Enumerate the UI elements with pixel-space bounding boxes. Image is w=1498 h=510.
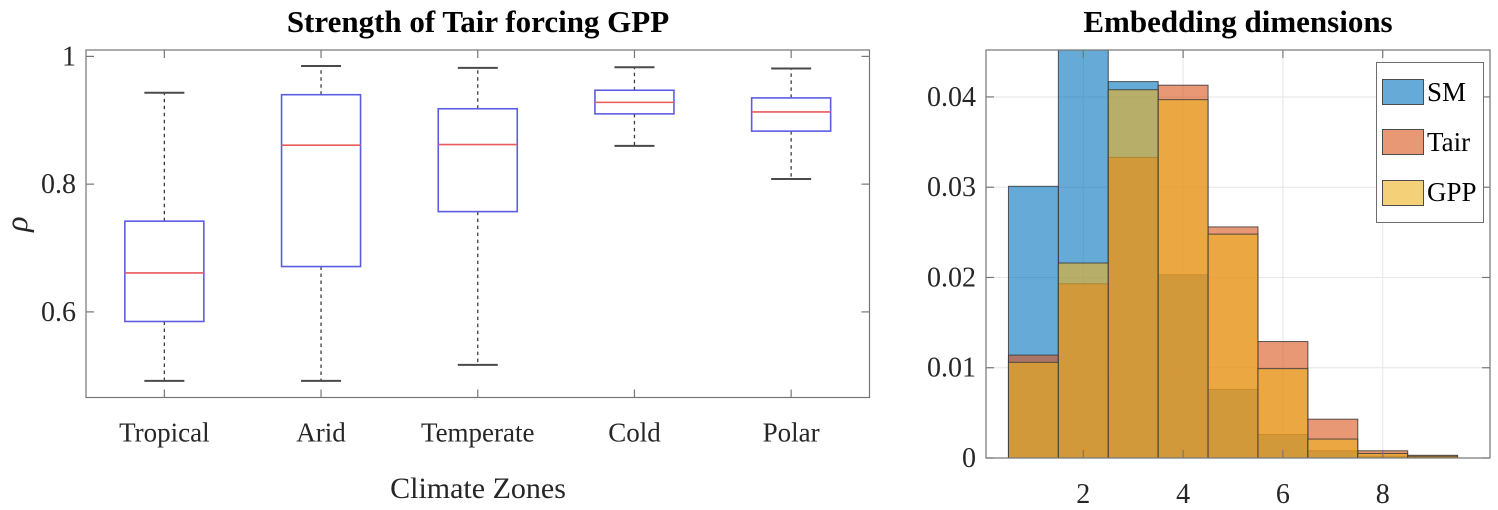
box-iqr [124, 220, 205, 323]
legend-label-sm: SM [1427, 76, 1467, 107]
y-tick-label: 0.02 [927, 262, 976, 293]
histogram-axis-border [985, 49, 1491, 459]
legend-label-tair: Tair [1427, 126, 1471, 157]
y-tick-label: 0.6 [41, 297, 76, 328]
histogram-legend: SM Tair GPP [1376, 62, 1484, 223]
histogram-bar-gpp [1307, 438, 1359, 459]
x-tick-label: 8 [1376, 479, 1390, 510]
x-tick-label: 2 [1076, 479, 1090, 510]
gpp-color-swatch [1382, 179, 1424, 206]
x-tick-label: Tropical [119, 418, 210, 448]
y-tick-label: 0 [962, 443, 976, 474]
boxplot-title: Strength of Tair forcing GPP [286, 4, 670, 39]
x-tick-label: 4 [1176, 479, 1190, 510]
boxplot-ylabel: ρ [0, 216, 34, 232]
x-tick-label: Cold [608, 418, 661, 448]
histogram-bar-gpp [1257, 368, 1309, 459]
box-iqr [750, 97, 832, 132]
legend-entry-gpp: GPP [1382, 179, 1483, 206]
histogram-bar-gpp [1007, 361, 1059, 459]
legend-label-gpp: GPP [1427, 177, 1477, 208]
tair-color-swatch [1382, 129, 1424, 156]
x-tick-label: Polar [763, 418, 820, 448]
histogram-bar-gpp [1157, 99, 1209, 459]
histogram-bar-gpp [1107, 89, 1159, 459]
boxplot-xlabel: Climate Zones [390, 472, 566, 505]
box-iqr [280, 93, 362, 268]
y-tick-label: 0.8 [41, 169, 76, 200]
y-tick-label: 1 [62, 41, 76, 72]
x-tick-label: Arid [296, 418, 346, 448]
histogram-bar-gpp [1207, 233, 1259, 459]
sm-color-swatch [1382, 79, 1424, 106]
legend-entry-sm: SM [1382, 76, 1483, 107]
histogram-title: Embedding dimensions [1083, 4, 1393, 39]
y-tick-label: 0.04 [927, 82, 976, 113]
histogram-bar-gpp [1057, 262, 1109, 459]
legend-entry-tair: Tair [1382, 126, 1483, 157]
y-tick-label: 0.03 [927, 172, 976, 203]
y-tick-label: 0.01 [927, 353, 976, 384]
x-tick-label: 6 [1276, 479, 1290, 510]
box-iqr [437, 107, 519, 213]
x-tick-label: Temperate [421, 418, 535, 448]
